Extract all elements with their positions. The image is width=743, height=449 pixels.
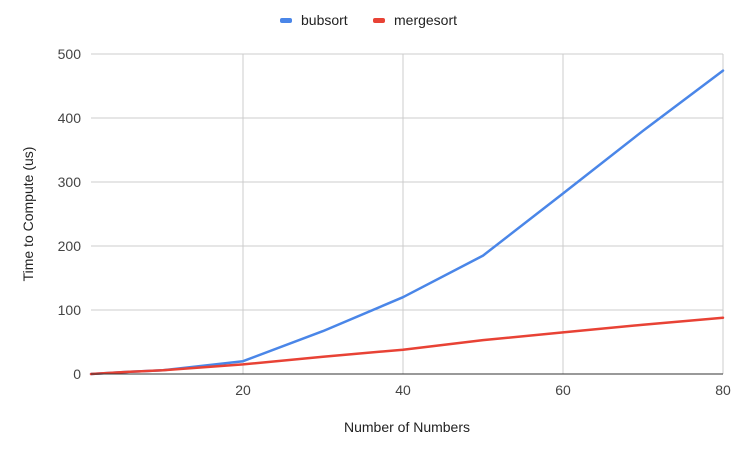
series-line-bubsort[interactable] [89, 69, 725, 376]
series-layer [89, 69, 725, 376]
y-tick-label: 0 [73, 366, 81, 382]
legend-label-mergesort: mergesort [394, 12, 457, 28]
x-tick-label: 20 [235, 382, 251, 398]
legend-label-bubsort: bubsort [301, 12, 348, 28]
series-line-mergesort[interactable] [89, 316, 725, 376]
legend-swatch-mergesort [373, 18, 385, 23]
y-axis-ticks: 0 100 200 300 400 500 [58, 46, 82, 382]
y-tick-label: 500 [58, 46, 82, 62]
gridlines [91, 53, 724, 374]
x-tick-label: 80 [715, 382, 731, 398]
y-tick-label: 200 [58, 238, 82, 254]
legend: bubsort mergesort [280, 12, 457, 28]
y-tick-label: 100 [58, 302, 82, 318]
legend-swatch-bubsort [280, 18, 292, 23]
y-tick-label: 400 [58, 110, 82, 126]
x-tick-label: 60 [555, 382, 571, 398]
y-tick-label: 300 [58, 174, 82, 190]
x-axis-title: Number of Numbers [344, 419, 470, 435]
x-axis-ticks: 20 40 60 80 [235, 382, 731, 398]
y-axis-title: Time to Compute (us) [20, 147, 36, 282]
legend-item-bubsort[interactable]: bubsort [280, 12, 348, 28]
legend-item-mergesort[interactable]: mergesort [373, 12, 457, 28]
x-tick-label: 40 [395, 382, 411, 398]
